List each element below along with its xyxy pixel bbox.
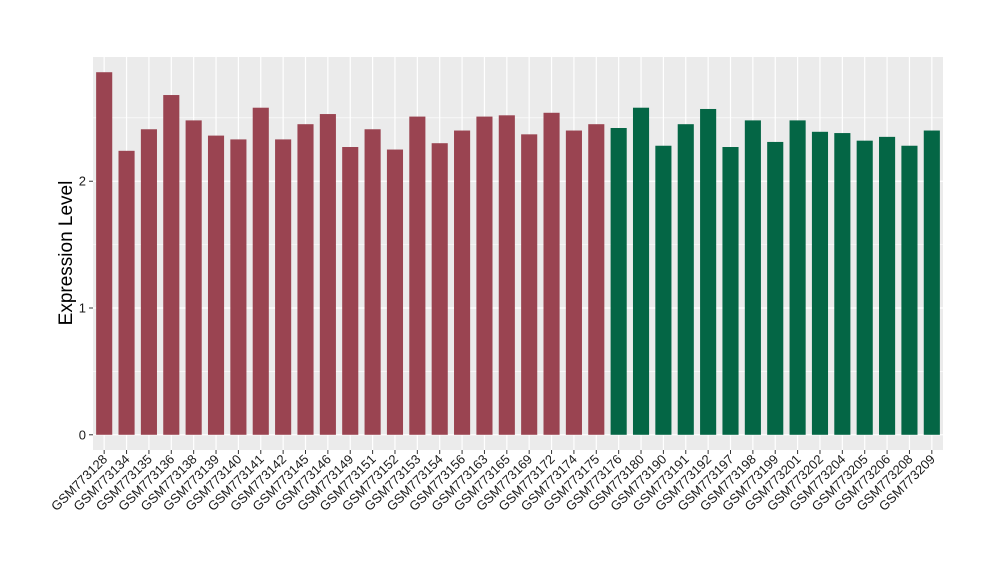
bar <box>610 127 627 435</box>
y-axis: 0 1 2 <box>79 174 93 442</box>
bar <box>96 72 113 435</box>
bar <box>655 145 672 435</box>
y-tick-label: 2 <box>79 174 86 189</box>
bar <box>163 95 180 435</box>
bar <box>677 124 694 435</box>
y-tick-label: 1 <box>79 301 86 316</box>
bar <box>588 124 605 435</box>
bar <box>498 115 515 435</box>
bar <box>118 150 135 435</box>
bar <box>789 120 806 435</box>
bar-series <box>96 72 940 435</box>
bar <box>722 147 739 435</box>
bar <box>364 129 381 435</box>
bar <box>767 141 784 435</box>
x-axis: GSM773128GSM773134GSM773135GSM773136GSM7… <box>48 450 938 514</box>
bar <box>632 107 650 435</box>
bar <box>319 114 336 435</box>
bar <box>834 133 851 435</box>
bar <box>454 130 471 435</box>
bar <box>252 107 269 435</box>
bar <box>140 129 157 435</box>
bar <box>386 149 404 435</box>
bar <box>856 140 873 435</box>
bar <box>185 120 202 435</box>
bar <box>342 147 359 435</box>
bar <box>744 120 761 435</box>
bar <box>901 145 918 435</box>
bar <box>521 134 538 435</box>
bar <box>207 135 225 435</box>
bar <box>879 136 896 435</box>
bar <box>811 131 829 435</box>
bar <box>230 139 247 435</box>
y-tick-label: 0 <box>79 427 86 442</box>
bar <box>431 143 448 435</box>
bar <box>700 108 717 435</box>
bar <box>923 130 940 435</box>
bar <box>543 112 560 435</box>
bar <box>409 116 426 435</box>
bar <box>565 130 582 435</box>
bar <box>297 124 314 435</box>
y-axis-title: Expression Level <box>56 181 77 326</box>
bar <box>275 139 292 435</box>
bar <box>476 116 493 435</box>
